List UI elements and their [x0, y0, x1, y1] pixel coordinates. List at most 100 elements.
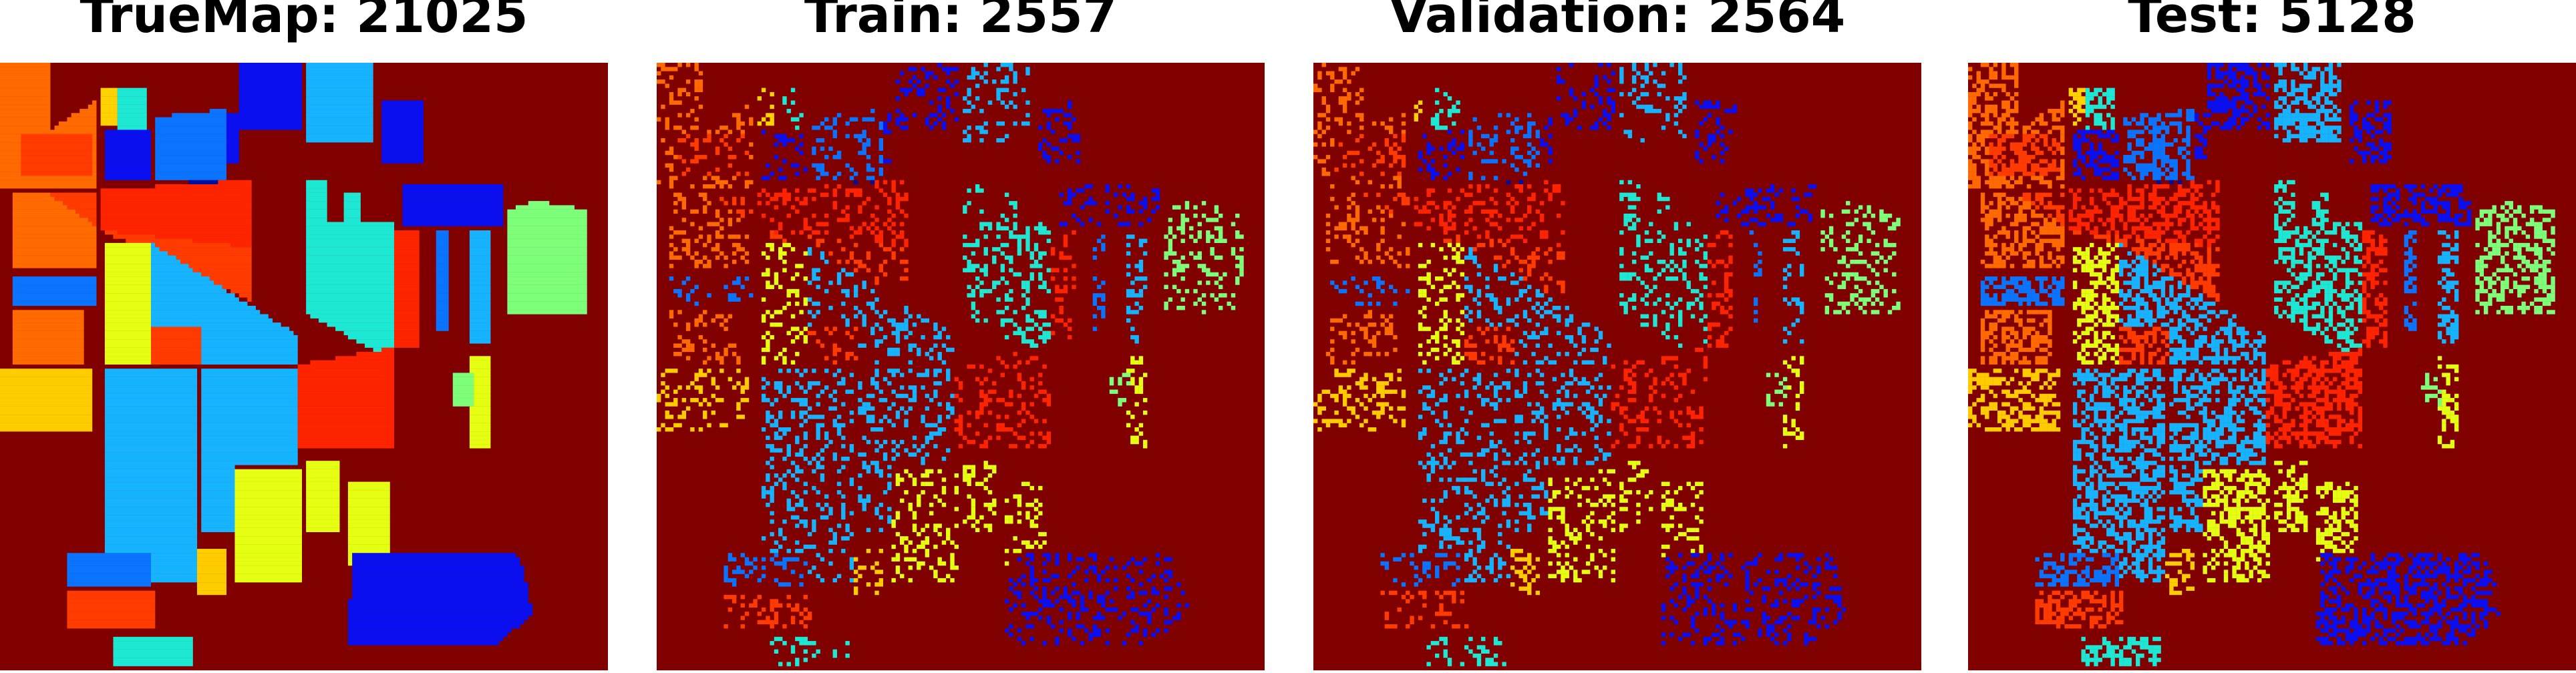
sample-cell — [786, 242, 791, 248]
sample-cell — [1092, 301, 1098, 306]
sample-cell — [1627, 297, 1633, 302]
sample-cell — [770, 242, 774, 248]
sample-cell — [954, 419, 959, 423]
sample-cell — [1435, 356, 1440, 361]
sample-cell — [1184, 218, 1190, 222]
sample-cell — [983, 79, 988, 84]
sample-cell — [878, 444, 884, 449]
sample-cell — [1013, 121, 1017, 126]
sample-cell — [803, 456, 808, 461]
class-cell-run — [104, 410, 198, 415]
sample-cell — [698, 234, 703, 239]
sample-cell — [1527, 113, 1532, 118]
sample-cell — [1535, 293, 1541, 298]
sample-cell — [971, 301, 976, 306]
sample-cell — [891, 180, 896, 185]
sample-cell — [1384, 352, 1390, 357]
sample-cell — [971, 523, 976, 528]
sample-cell — [757, 201, 762, 206]
sample-cell — [1130, 360, 1135, 365]
sample-cell — [766, 347, 770, 353]
sample-cell — [904, 242, 909, 248]
sample-cell — [1359, 381, 1364, 386]
sample-cell — [1347, 234, 1351, 239]
sample-cell — [1627, 192, 1633, 197]
sample-cell — [1084, 184, 1089, 189]
sample-cell — [732, 599, 737, 604]
sample-cell — [1514, 280, 1519, 285]
sample-cell — [1004, 242, 1009, 248]
sample-cell — [782, 238, 787, 243]
sample-cell — [803, 226, 808, 231]
sample-cell — [1009, 578, 1013, 583]
sample-cell — [895, 415, 901, 419]
sample-cell — [1673, 356, 1679, 361]
sample-cell — [728, 557, 733, 562]
sample-cell — [1401, 192, 1406, 197]
sample-cell — [1712, 322, 1716, 327]
sample-cell — [1000, 310, 1005, 314]
sample-cell — [1699, 276, 1704, 281]
sample-cell — [845, 188, 850, 193]
sample-cell — [1017, 595, 1022, 600]
sample-cell — [1678, 343, 1683, 348]
class-cell-run — [104, 540, 198, 545]
sample-cell — [878, 142, 884, 147]
sample-cell — [790, 607, 796, 612]
sample-cell — [895, 566, 901, 570]
sample-cell — [1544, 393, 1549, 399]
sample-cell — [987, 502, 993, 507]
sample-cell — [1678, 109, 1683, 114]
sample-cell — [782, 536, 787, 541]
class-cell-run — [297, 402, 395, 407]
sample-cell — [1557, 79, 1561, 84]
sample-cell — [1678, 63, 1683, 67]
sample-cell — [1522, 134, 1528, 139]
sample-cell — [1317, 87, 1322, 93]
sample-cell — [673, 209, 678, 214]
sample-cell — [1623, 301, 1628, 306]
sample-cell — [786, 427, 791, 432]
sample-cell — [1619, 230, 1624, 235]
sample-cell — [1644, 255, 1649, 260]
sample-cell — [1105, 188, 1110, 193]
sample-cell — [929, 71, 934, 75]
class-cell-run — [12, 213, 80, 218]
sample-cell — [1342, 226, 1347, 231]
sample-cell — [849, 566, 854, 570]
sample-cell — [845, 456, 850, 461]
sample-cell — [900, 113, 905, 118]
sample-cell — [925, 75, 930, 80]
sample-cell — [1325, 238, 1331, 243]
sample-cell — [904, 91, 909, 97]
sample-cell — [1863, 213, 1867, 218]
sample-cell — [1317, 159, 1322, 164]
sample-cell — [1800, 339, 1804, 344]
sample-cell — [1510, 146, 1515, 151]
sample-cell — [963, 96, 967, 101]
sample-cell — [1644, 284, 1649, 290]
sample-cell — [1607, 100, 1611, 105]
sample-cell — [975, 242, 980, 248]
sample-cell — [1017, 272, 1022, 277]
sample-cell — [996, 87, 1001, 93]
sample-cell — [761, 188, 766, 193]
sample-cell — [703, 138, 707, 143]
sample-cell — [954, 566, 959, 570]
sample-cell — [774, 196, 779, 202]
sample-cell — [1703, 264, 1708, 268]
sample-cell — [1138, 431, 1144, 436]
class-cell-run — [373, 347, 382, 353]
sample-cell — [677, 138, 682, 143]
class-cell-run — [528, 201, 550, 206]
sample-cell — [1109, 381, 1114, 386]
sample-cell — [812, 415, 816, 419]
sample-cell — [1092, 247, 1098, 252]
sample-cell — [904, 557, 909, 562]
sample-cell — [1439, 109, 1444, 114]
sample-cell — [878, 268, 884, 272]
sample-cell — [770, 465, 774, 469]
sample-cell — [728, 297, 733, 302]
class-cell-run — [92, 222, 97, 226]
sample-cell — [711, 381, 715, 386]
